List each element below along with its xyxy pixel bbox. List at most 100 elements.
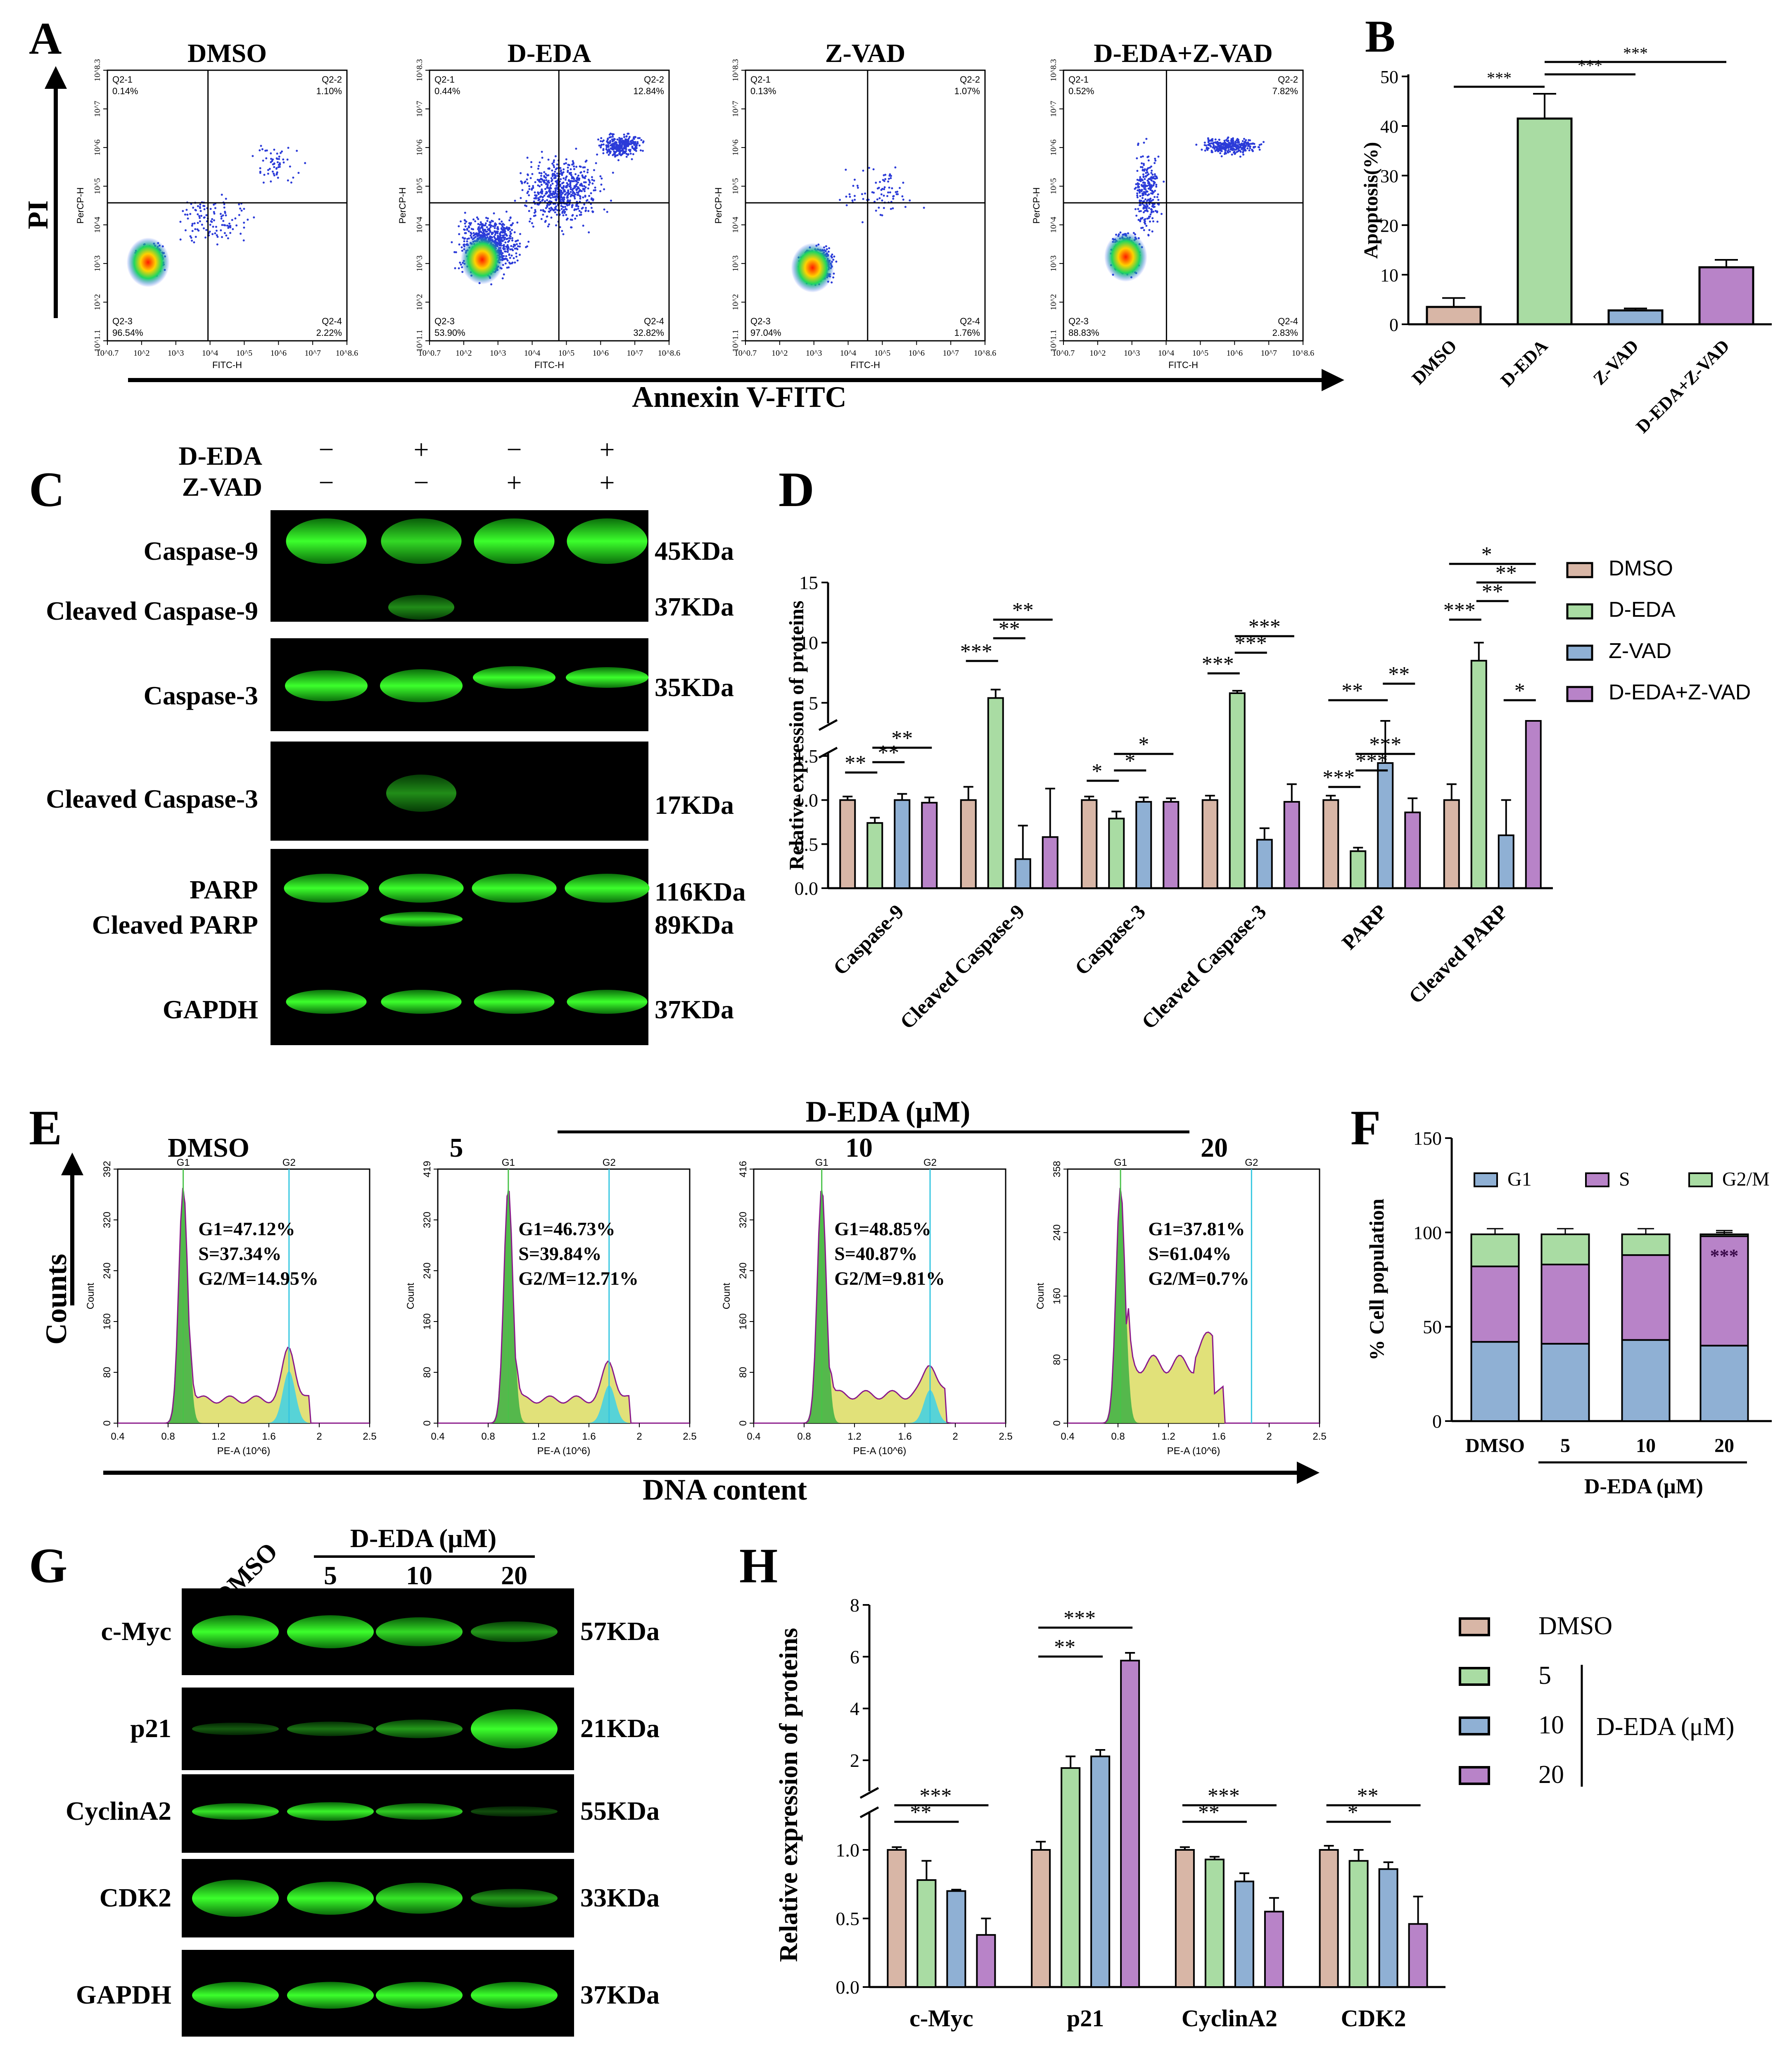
g1-percent: G1=48.85% [834,1218,931,1239]
flow-dot [531,188,533,191]
flow-plot-title: D-EDA+Z-VAD [1094,38,1273,68]
flow-dot [891,187,893,190]
flow-dot [544,188,546,190]
flow-dot [537,184,539,187]
flow-dot [537,197,539,200]
flow-dot [570,168,572,171]
flow-dot [530,166,532,168]
flow-dot [214,207,216,209]
flow-dot [1253,143,1256,145]
q1-value: 0.52% [1068,86,1094,96]
x-tick-label: 0.4 [1061,1431,1074,1442]
flow-dot [583,203,586,206]
flow-dot [262,159,264,162]
x-tick-label: 1.6 [898,1431,911,1442]
flow-dot [1246,147,1249,150]
flow-dot [1144,218,1146,220]
flow-dot [487,217,489,220]
flow-dot [1220,150,1222,152]
sig-label: * [1514,679,1525,703]
flow-dot [579,184,582,187]
flow-dot [591,207,593,209]
flow-dot [1136,178,1139,181]
flow-dot [239,207,242,210]
flow-dot [612,154,614,156]
x-tick-label: 10^8.6 [974,349,996,358]
flow-dot [543,171,546,174]
x-tick-label: 0.4 [111,1431,124,1442]
g1-percent: G1=46.73% [518,1218,615,1239]
flow-dot [506,251,509,253]
flow-dot [593,179,595,182]
flow-dot [224,212,226,214]
flow-dot [1230,146,1232,148]
bar-dedazvad [1042,836,1059,889]
flow-dot [223,203,225,205]
flow-dot [1152,181,1155,183]
flow-dot [489,223,491,226]
flow-dot [845,204,848,207]
flow-dot [1220,155,1223,157]
flow-dot [620,150,623,152]
flow-dot [554,171,556,173]
bar-5 [1061,1767,1081,1988]
flow-dot [890,175,892,177]
flow-dot [1249,139,1251,142]
q3-value: 97.04% [750,328,781,338]
flow-dot [571,206,573,208]
y-tick-label: 10^6 [93,139,102,155]
flow-dot [1135,183,1137,185]
flow-dot [1214,138,1217,141]
flow-dot [1144,188,1147,190]
flow-dot [1144,182,1146,184]
flow-dot [617,150,619,152]
bar-dedazvad [921,802,938,889]
b-y-tick-label: 50 [1380,67,1398,87]
flow-dot [477,218,479,220]
flow-dot [879,214,882,216]
flow-dot [585,200,588,202]
flow-dot [275,174,278,176]
band-cleaved-caspase9 [388,595,454,620]
flow-dot [586,171,589,174]
flow-dot [1146,209,1148,212]
deda-sign: + [413,435,429,465]
bar-dmso [1201,799,1218,889]
flow-dot [566,185,568,187]
flow-dot [1154,190,1156,192]
y-tick-label: 10^8.3 [93,59,102,81]
x-tick-label: 10^2 [1089,349,1106,358]
flow-dot [584,166,586,169]
x-tick-label: 0.8 [1111,1431,1125,1442]
sig-label: *** [1443,599,1476,622]
flow-dot [205,214,208,216]
flow-dot [573,165,575,168]
flow-dot [1248,143,1251,145]
band-cleaved-parp [380,912,463,927]
histogram-xaxis-label: PE-A (10^6) [1167,1445,1220,1457]
flow-dot [495,232,497,234]
q4-label: Q2-4 [960,316,980,326]
flow-dot [1147,188,1150,190]
flow-dot [200,215,202,217]
flow-dot [489,230,491,232]
flow-dot [184,213,186,216]
flow-dot [615,141,617,144]
flow-dot [1150,165,1152,168]
flow-dot [260,145,262,147]
flow-dot [216,235,219,238]
flow-dot [266,149,268,152]
flow-dot [499,239,501,241]
y-tick-label: 10^1.1 [415,330,424,352]
flow-dot [582,196,584,199]
flow-dot [1220,146,1223,148]
flow-dot [596,153,598,156]
flow-dot [1227,149,1229,151]
blot-label-right: 37KDa [655,592,734,621]
flow-dot [570,188,572,190]
y-tick-label: 10^3 [731,255,740,271]
flow-dot [273,148,275,151]
dna-content-label: DNA content [643,1473,807,1506]
flow-dot [901,195,904,197]
blot-label-left: GAPDH [163,995,258,1024]
